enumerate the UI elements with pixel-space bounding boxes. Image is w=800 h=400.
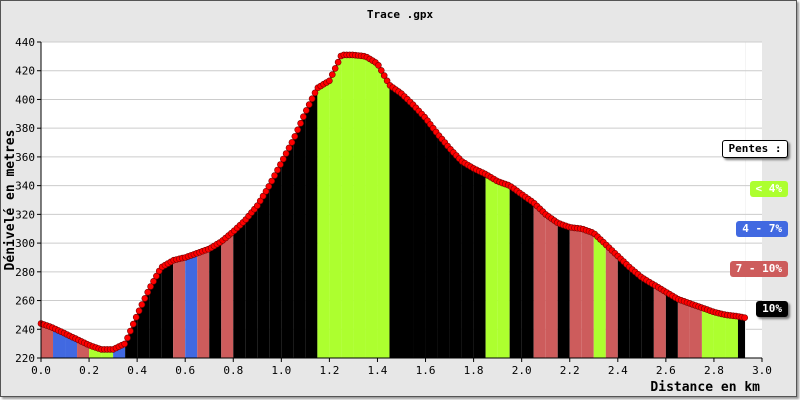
profile-point <box>130 320 137 328</box>
profile-point <box>334 58 342 66</box>
profile-point <box>377 67 385 74</box>
legend-entry: < 4% <box>749 181 788 197</box>
y-tick-label: 340 <box>15 180 35 193</box>
profile-point <box>277 161 284 168</box>
profile-point <box>132 313 140 321</box>
profile-markers <box>37 51 749 353</box>
slope-band <box>317 42 330 358</box>
x-tick-label: 2.0 <box>512 364 532 377</box>
slope-band <box>305 42 318 358</box>
x-tick-label: 0.0 <box>31 364 51 377</box>
x-tick-label: 2.2 <box>560 364 580 377</box>
slope-band <box>341 42 354 358</box>
profile-point <box>144 288 151 296</box>
profile-point <box>268 177 276 185</box>
y-tick-label: 300 <box>15 237 35 250</box>
y-tick-label: 220 <box>15 352 35 365</box>
y-tick-label: 440 <box>15 36 35 49</box>
profile-point <box>150 277 157 285</box>
profile-point <box>328 71 336 78</box>
profile-point <box>127 327 134 335</box>
profile-point <box>380 72 388 79</box>
slope-band <box>377 42 390 358</box>
y-tick-label: 240 <box>15 323 35 336</box>
slope-band <box>389 42 402 358</box>
profile-point <box>141 295 149 302</box>
y-tick-label: 380 <box>15 122 35 135</box>
x-tick-label: 0.8 <box>223 364 243 377</box>
x-axis-label: Distance en km <box>650 380 760 395</box>
slope-band <box>353 42 366 358</box>
profile-point <box>741 314 749 322</box>
profile-point <box>153 272 160 280</box>
area-mask <box>41 41 762 359</box>
profile-point <box>271 172 278 179</box>
x-tick-label: 1.8 <box>464 364 484 377</box>
x-tick-label: 1.0 <box>271 364 291 377</box>
profile-point <box>308 95 316 102</box>
profile-point <box>294 126 302 134</box>
profile-point <box>311 89 319 97</box>
x-tick-label: 3.0 <box>752 364 772 377</box>
profile-point <box>138 301 146 308</box>
y-tick-label: 420 <box>15 65 35 78</box>
profile-point <box>124 334 131 342</box>
profile-point <box>253 202 261 209</box>
slope-band <box>365 42 378 358</box>
legend-entry: 4 - 7% <box>736 221 788 237</box>
chart-title: Trace .gpx <box>367 8 434 21</box>
profile-point <box>147 283 154 290</box>
y-axis-label: Dénivelé en metres <box>3 130 18 271</box>
area-mask-tail <box>745 42 762 358</box>
profile-point <box>288 139 296 146</box>
x-tick-label: 2.8 <box>704 364 724 377</box>
x-tick-label: 0.6 <box>175 364 195 377</box>
x-tick-label: 2.6 <box>656 364 676 377</box>
profile-point <box>302 107 310 114</box>
profile-point <box>300 113 307 120</box>
profile-point <box>279 155 287 163</box>
x-tick-label: 1.4 <box>368 364 388 377</box>
profile-point <box>274 166 281 174</box>
profile-point <box>375 62 382 69</box>
slope-band <box>401 42 414 358</box>
profile-point <box>265 183 273 190</box>
y-tick-label: 260 <box>15 295 35 308</box>
x-tick-label: 1.6 <box>416 364 436 377</box>
legend-title: Pentes : <box>722 140 788 158</box>
profile-point <box>259 192 267 200</box>
profile-point <box>383 77 391 85</box>
x-tick-label: 1.2 <box>319 364 339 377</box>
profile-point <box>305 101 313 108</box>
profile-point <box>331 65 339 72</box>
profile-point <box>297 120 304 127</box>
axes: 0.0 0.2 0.4 0.6 0.8 1.0 1.2 1.4 1.6 1.8 2.0 2.2 2.4 2… <box>15 36 772 377</box>
legend-entry: 10% <box>756 301 788 317</box>
profile-point <box>135 307 143 315</box>
profile-point <box>121 340 128 348</box>
area-mask-path <box>41 42 746 350</box>
y-tick-label: 400 <box>15 93 35 106</box>
slope-band <box>413 42 426 358</box>
x-tick-label: 2.4 <box>608 364 628 377</box>
legend-entry: 7 - 10% <box>729 261 788 277</box>
profile-point <box>285 144 293 152</box>
profile-point <box>262 188 270 195</box>
profile-point <box>256 197 264 205</box>
profile-point <box>291 133 299 140</box>
x-tick-label: 0.4 <box>127 364 147 377</box>
y-tick-label: 360 <box>15 151 35 164</box>
y-tick-label: 320 <box>15 208 35 221</box>
y-tick-label: 280 <box>15 266 35 279</box>
profile-point <box>282 150 290 157</box>
profile-point <box>326 77 333 85</box>
slope-band <box>329 42 342 358</box>
x-tick-label: 0.2 <box>79 364 99 377</box>
